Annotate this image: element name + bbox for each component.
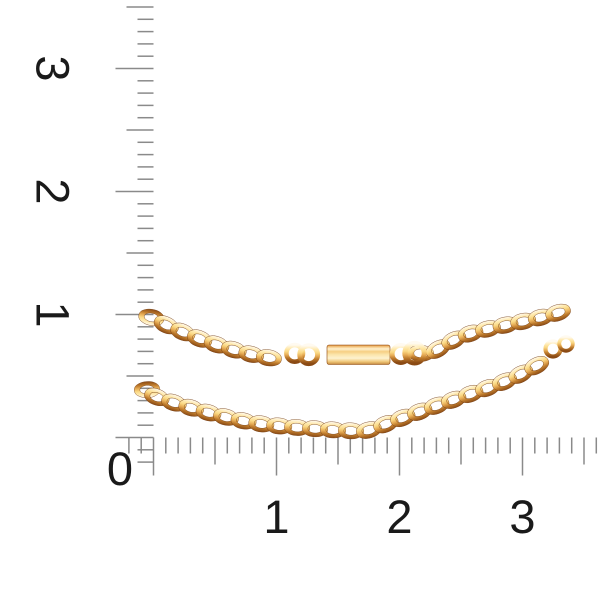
svg-text:1: 1 — [27, 301, 80, 327]
svg-text:2: 2 — [27, 178, 80, 204]
svg-text:3: 3 — [509, 490, 535, 543]
svg-text:0: 0 — [107, 442, 133, 495]
svg-text:1: 1 — [263, 490, 289, 543]
svg-text:2: 2 — [386, 490, 412, 543]
svg-text:3: 3 — [27, 55, 80, 81]
